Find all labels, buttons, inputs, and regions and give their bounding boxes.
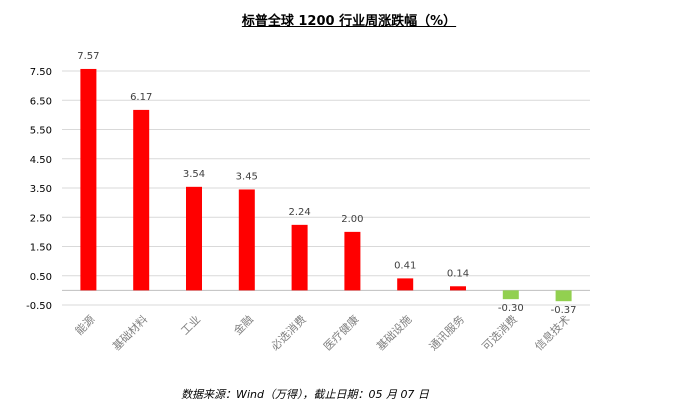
chart-title: 标普全球 1200 行业周涨跌幅（%）: [241, 14, 457, 29]
data-label-9: -0.30: [498, 303, 524, 314]
data-labels: 7.57 6.17 3.54 3.45 2.24 2.00 0.41 0.14 -0.30 -0.…: [77, 51, 576, 316]
y-tick-label: 1.50: [30, 243, 52, 254]
y-tick-label: 3.50: [30, 184, 52, 195]
x-tick-label-9: 可选消费: [479, 312, 520, 353]
bar-9: [502, 290, 519, 300]
x-tick-label-8: 通讯服务: [427, 313, 467, 353]
y-tick-label: -0.50: [26, 301, 52, 312]
x-tick-label-7: 基础设施: [374, 313, 414, 353]
x-tick-label-1: 能源: [72, 312, 97, 337]
bar-5: [291, 224, 308, 291]
y-tick-label: 6.50: [30, 96, 52, 107]
bar-4: [238, 189, 255, 291]
data-label-6: 2.00: [341, 214, 363, 225]
y-tick-label: 4.50: [30, 155, 52, 166]
data-label-1: 7.57: [77, 51, 99, 62]
x-tick-label-10: 信息技术: [532, 312, 573, 353]
bars: [80, 68, 572, 302]
data-label-10: -0.37: [551, 305, 577, 316]
source-note: 数据来源：Wind（万得），截止日期：05 月 07 日: [181, 388, 429, 401]
y-tick-label: 5.50: [30, 126, 52, 137]
x-tick-label-4: 金融: [230, 312, 255, 337]
data-label-4: 3.45: [236, 171, 258, 182]
data-label-7: 0.41: [394, 260, 416, 271]
y-tick-label: 2.50: [30, 213, 52, 224]
bar-10: [555, 290, 572, 302]
bar-3: [186, 186, 202, 291]
y-tick-label: 7.50: [30, 67, 52, 78]
data-label-3: 3.54: [183, 169, 205, 180]
y-axis-tick-labels: 7.50 6.50 5.50 4.50 3.50 2.50 1.50 0.50 -0.50: [26, 67, 52, 312]
x-tick-label-2: 基础材料: [109, 312, 150, 353]
x-axis-tick-labels: 能源 基础材料 工业 金融 必选消费 医疗健康 基础设施 通讯服务 可选消费 信息技术: [72, 312, 573, 353]
x-tick-label-6: 医疗健康: [321, 312, 362, 353]
data-label-2: 6.17: [130, 92, 152, 103]
data-label-5: 2.24: [288, 207, 310, 218]
data-label-8: 0.14: [447, 268, 469, 279]
bar-2: [133, 109, 150, 291]
x-tick-label-3: 工业: [178, 313, 203, 338]
bar-1: [80, 68, 97, 291]
bar-8: [450, 286, 466, 291]
bar-7: [397, 278, 414, 291]
bar-6: [344, 231, 361, 291]
gridlines: [62, 70, 590, 306]
y-tick-label: 0.50: [30, 272, 52, 283]
x-tick-label-5: 必选消费: [268, 312, 309, 353]
